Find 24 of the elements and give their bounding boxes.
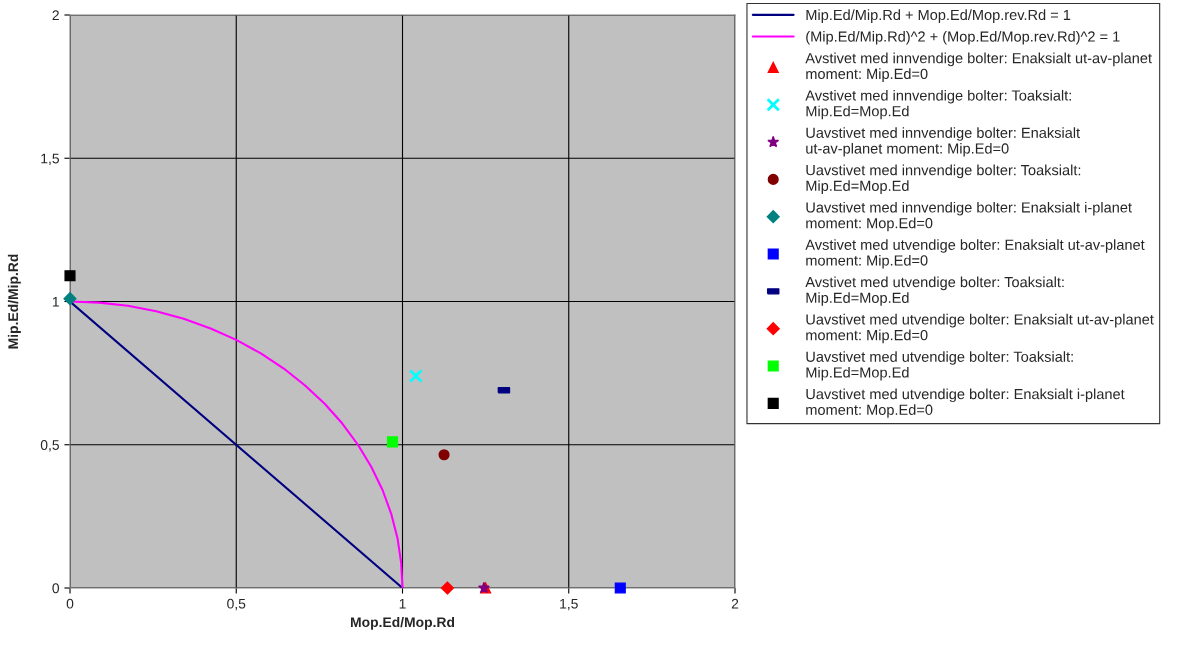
legend-label: Avstivet med innvendige bolter: Enaksialt ut-av-planet moment: Mip.Ed=0 (805, 52, 1152, 82)
legend-label: Uavstivet med utvendige bolter: Enaksialt ut-av-planet moment: Mip.Ed=0 (806, 313, 1154, 344)
legend-label: Avstivet med utvendige bolter: Toaksialt: Mip.Ed=Mop.Ed (805, 276, 1064, 306)
x-tick-label: 1,5 (560, 598, 578, 611)
legend-label: Uavstivet med innvendige bolter: Enaksialt i-planet moment: Mop.Ed=0 (806, 201, 1132, 232)
x-tick-label: 0 (66, 598, 74, 609)
y-tick-label: 2 (52, 10, 59, 21)
x-tick-label: 2 (731, 598, 739, 609)
legend-label: Uavstivet med utvendige bolter: Toaksialt: Mip.Ed=Mop.Ed (806, 351, 1073, 381)
y-tick-label: 1 (52, 296, 59, 307)
legend-label: Mip.Ed/Mip.Rd + Mop.Ed/Mop.rev.Rd = 1 (806, 9, 1071, 23)
y-tick-label: 0,5 (40, 440, 59, 452)
legend-label: Avstivet med innvendige bolter: Toaksialt: Mip.Ed=Mop.Ed (805, 89, 1071, 120)
x-tick-label: 0,5 (227, 598, 246, 611)
y-tick-label: 1,5 (41, 153, 59, 166)
legend-label: Uavstivet med innvendige bolter: Toaksialt: Mip.Ed=Mop.Ed (806, 164, 1081, 194)
x-axis-title: Mop.Ed/Mop.Rd (350, 616, 455, 630)
y-tick-label: 0 (52, 583, 60, 594)
legend-label: Uavstivet med utvendige bolter: Enaksialt i-planet moment: Mop.Ed=0 (806, 388, 1125, 418)
legend-label: Uavstivet med innvendige bolter: Enaksialt ut-av-planet moment: Mip.Ed=0 (806, 127, 1080, 157)
x-tick-label: 1 (399, 598, 406, 609)
legend-label: Avstivet med utvendige bolter: Enaksialt ut-av-planet moment: Mip.Ed=0 (805, 239, 1145, 269)
y-axis-title: Mip.Ed/Mip.Rd (7, 254, 21, 349)
legend-label: (Mip.Ed/Mip.Rd)^2 + (Mop.Ed/Mop.rev.Rd)^2 = 1 (806, 30, 1120, 45)
